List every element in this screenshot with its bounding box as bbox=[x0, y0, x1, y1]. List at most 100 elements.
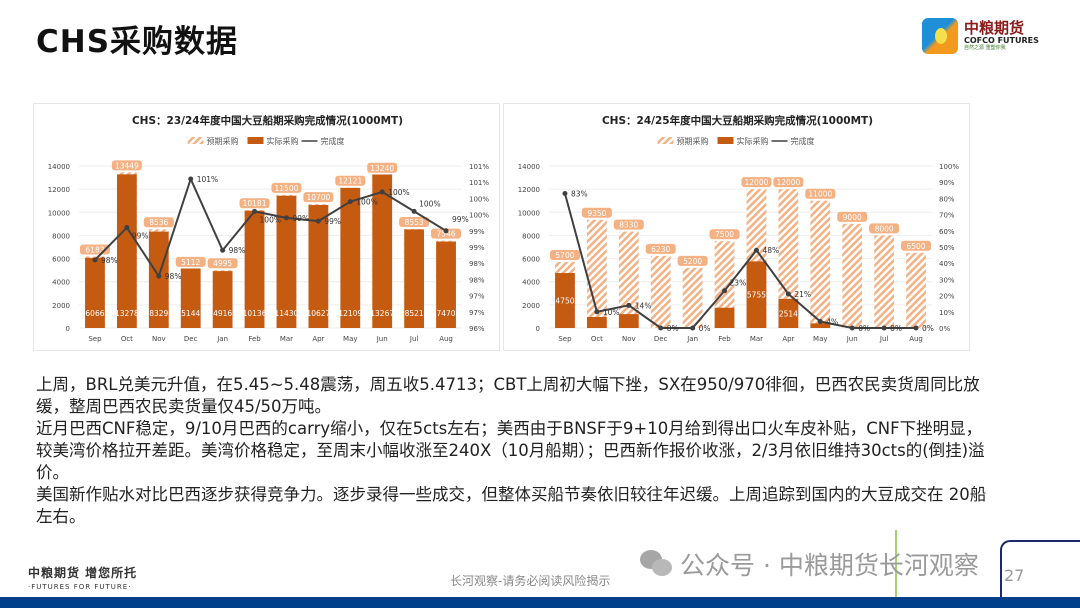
expected-label: 8536 bbox=[149, 218, 168, 227]
expected-label-bg bbox=[901, 240, 932, 251]
y2-tick-label: 90% bbox=[939, 179, 955, 187]
watermark: 公众号 · 中粮期货长河观察 bbox=[640, 546, 979, 582]
paragraph: 上周，BRL兑美元升值，在5.45~5.48震荡，周五收5.4713；CBT上周… bbox=[36, 375, 980, 416]
chart-title: CHS：23/24年度中国大豆船期采购完成情况(1000MT) bbox=[132, 114, 403, 127]
expected-label: 6500 bbox=[906, 242, 925, 251]
legend-completion: 完成度 bbox=[791, 136, 815, 146]
y2-tick-label: 100% bbox=[939, 163, 959, 171]
x-tick-label: Sep bbox=[558, 335, 572, 343]
y2-tick-label: 96% bbox=[469, 325, 485, 333]
bar-actual bbox=[212, 271, 233, 328]
expected-label: 13240 bbox=[370, 164, 394, 173]
x-tick-label: May bbox=[813, 335, 827, 343]
completion-label: 99% bbox=[292, 214, 309, 223]
y2-tick-label: 80% bbox=[939, 195, 955, 203]
expected-label-bg bbox=[773, 177, 804, 188]
cube-logo-icon bbox=[922, 18, 958, 54]
legend-expected: 预期采购 bbox=[677, 136, 709, 146]
expected-label-bg bbox=[303, 192, 334, 203]
bar-expected bbox=[874, 235, 895, 328]
x-tick-label: Aug bbox=[439, 335, 453, 343]
expected-label-bg bbox=[805, 188, 836, 199]
completion-line bbox=[94, 176, 447, 279]
completion-point bbox=[188, 176, 194, 182]
completion-point bbox=[124, 225, 130, 231]
expected-label: 5200 bbox=[683, 257, 702, 266]
actual-label: 10627 bbox=[306, 309, 330, 318]
expected-label: 8330 bbox=[619, 221, 638, 230]
expected-label: 7546 bbox=[436, 230, 455, 239]
slogan: 中粮期货 增您所托 bbox=[28, 566, 138, 580]
completion-point bbox=[252, 208, 258, 214]
actual-label: 7470 bbox=[436, 309, 455, 318]
expected-label: 4995 bbox=[213, 259, 232, 268]
y2-tick-label: 98% bbox=[469, 276, 485, 284]
legend-expected: 预期采购 bbox=[207, 136, 239, 146]
expected-label: 5112 bbox=[181, 258, 200, 267]
x-tick-label: Nov bbox=[622, 335, 636, 343]
y2-tick-label: 100% bbox=[469, 195, 489, 203]
bar-actual bbox=[746, 261, 767, 328]
bar-actual bbox=[555, 273, 575, 328]
legend-actual: 实际采购 bbox=[737, 136, 769, 146]
completion-point bbox=[722, 288, 728, 294]
bar-actual bbox=[714, 307, 735, 328]
bar-actual bbox=[244, 210, 265, 328]
y-tick-label: 0 bbox=[536, 325, 540, 333]
actual-label: 13278 bbox=[115, 309, 139, 318]
chart-2425-svg: CHS：24/25年度中国大豆船期采购完成情况(1000MT) 预期采购 实际采购 完… bbox=[518, 114, 960, 343]
expected-label-bg bbox=[207, 258, 238, 269]
bar-actual bbox=[810, 323, 831, 328]
x-tick-label: Oct bbox=[121, 335, 133, 343]
completion-point bbox=[379, 189, 385, 195]
completion-label: 98% bbox=[165, 272, 182, 281]
completion-point bbox=[411, 208, 417, 214]
footer-bar bbox=[0, 597, 1080, 608]
actual-label: 8521 bbox=[405, 309, 424, 318]
completion-point bbox=[220, 247, 226, 253]
completion-label: 99% bbox=[132, 232, 149, 241]
legend-actual-swatch bbox=[717, 137, 734, 144]
completion-label: 0% bbox=[667, 324, 679, 333]
completion-point bbox=[92, 257, 98, 263]
y-tick-label: 2000 bbox=[52, 302, 70, 310]
y2-tick-label: 101% bbox=[469, 179, 489, 187]
completion-point bbox=[658, 325, 664, 331]
x-tick-label: May bbox=[343, 335, 357, 343]
completion-point bbox=[849, 325, 855, 331]
y2-tick-label: 0% bbox=[939, 325, 950, 333]
y-tick-label: 0 bbox=[66, 325, 70, 333]
bar-actual bbox=[404, 229, 425, 328]
x-tick-label: Sep bbox=[88, 335, 102, 343]
completion-line bbox=[563, 193, 917, 329]
bar-actual bbox=[586, 317, 607, 328]
completion-label: 99% bbox=[324, 217, 341, 226]
y-tick-label: 14000 bbox=[48, 163, 70, 171]
y-tick-label: 4000 bbox=[522, 279, 540, 287]
x-tick-label: Dec bbox=[184, 335, 198, 343]
expected-label: 12121 bbox=[338, 177, 362, 186]
x-tick-label: Mar bbox=[750, 335, 763, 343]
y2-tick-label: 98% bbox=[469, 260, 485, 268]
bar-actual bbox=[148, 231, 169, 328]
x-tick-label: Jun bbox=[846, 335, 858, 343]
expected-label-bg bbox=[613, 219, 644, 230]
expected-label-bg bbox=[367, 162, 398, 173]
chart-2425: CHS：24/25年度中国大豆船期采购完成情况(1000MT) 预期采购 实际采购 完… bbox=[503, 103, 970, 351]
completion-label: 100% bbox=[260, 215, 281, 224]
completion-label: 98% bbox=[101, 256, 118, 265]
x-tick-label: Nov bbox=[152, 335, 166, 343]
x-tick-label: Aug bbox=[909, 335, 923, 343]
legend-actual: 实际采购 bbox=[267, 136, 299, 146]
y2-tick-label: 50% bbox=[939, 244, 955, 252]
x-tick-label: Feb bbox=[718, 335, 731, 343]
expected-label-bg bbox=[335, 175, 366, 186]
y2-tick-label: 99% bbox=[469, 244, 485, 252]
actual-label: 4750 bbox=[555, 297, 574, 306]
x-tick-label: Apr bbox=[782, 335, 794, 343]
actual-label: 4916 bbox=[213, 309, 232, 318]
expected-label-bg bbox=[709, 229, 740, 240]
y-tick-label: 14000 bbox=[518, 163, 540, 171]
bar-actual bbox=[436, 241, 456, 328]
x-tick-label: Jan bbox=[216, 335, 228, 343]
